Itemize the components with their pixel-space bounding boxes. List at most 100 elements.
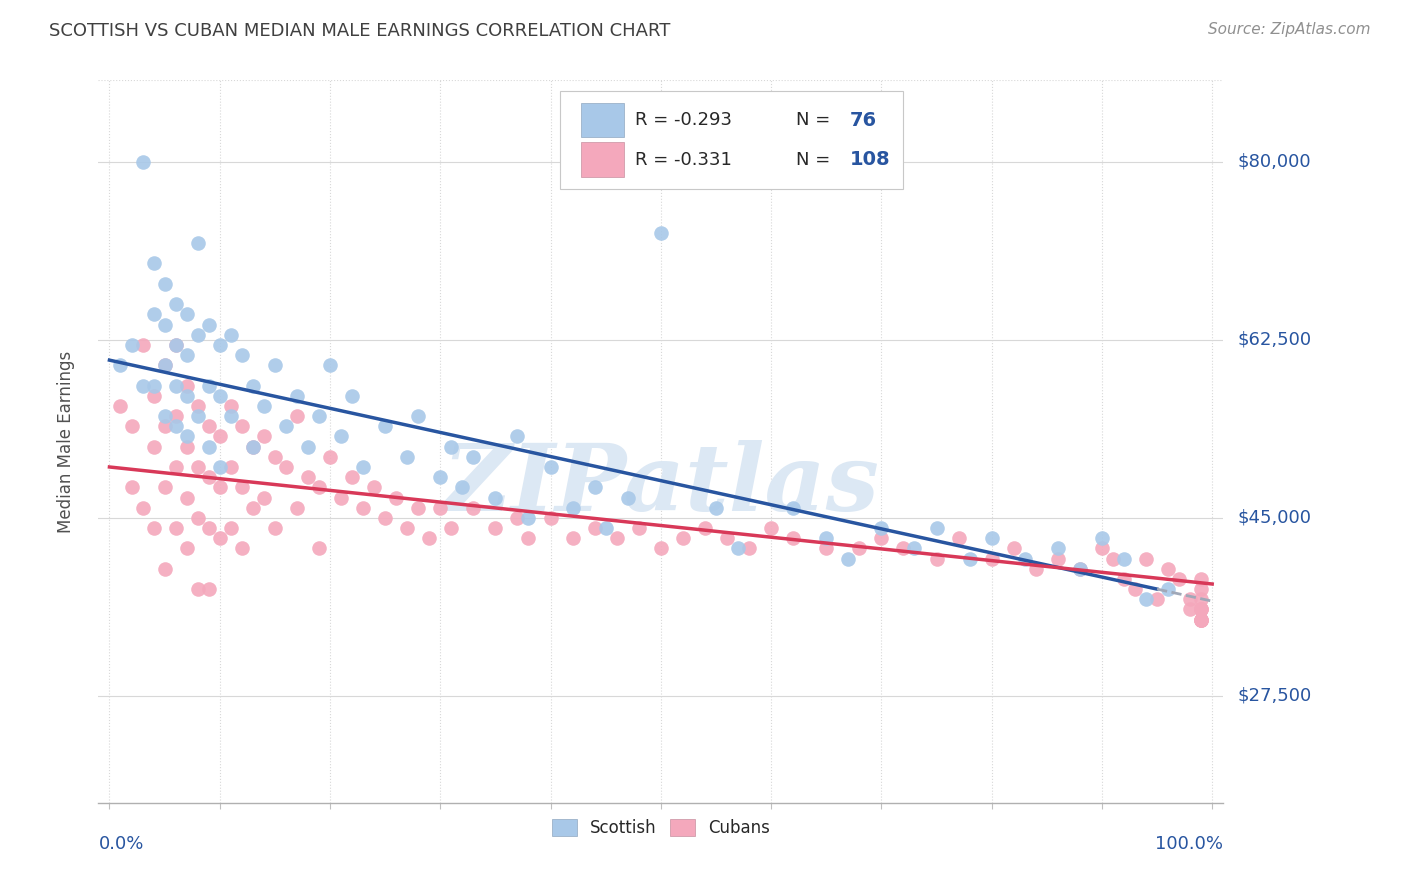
Point — [153, 562, 176, 576]
Point — [1178, 592, 1201, 607]
Point — [263, 450, 285, 464]
Point — [308, 409, 330, 423]
Point — [231, 419, 253, 434]
Point — [418, 531, 440, 545]
Point — [463, 450, 485, 464]
Point — [153, 358, 176, 372]
Text: 0.0%: 0.0% — [98, 835, 143, 854]
Point — [176, 491, 198, 505]
Point — [187, 409, 209, 423]
Point — [650, 226, 672, 240]
FancyBboxPatch shape — [581, 143, 624, 178]
Point — [176, 440, 198, 454]
Point — [165, 378, 187, 392]
Point — [484, 521, 506, 535]
Point — [759, 521, 782, 535]
Point — [1189, 602, 1212, 616]
Point — [197, 521, 219, 535]
Point — [561, 531, 583, 545]
Point — [131, 378, 153, 392]
Point — [429, 500, 451, 515]
Point — [208, 389, 231, 403]
Point — [980, 551, 1002, 566]
Point — [374, 511, 396, 525]
Point — [308, 480, 330, 494]
Point — [1135, 592, 1157, 607]
Point — [142, 307, 165, 321]
Point — [176, 389, 198, 403]
Point — [319, 358, 342, 372]
Text: $62,500: $62,500 — [1237, 331, 1312, 349]
Point — [893, 541, 915, 556]
Point — [517, 511, 540, 525]
Point — [1189, 602, 1212, 616]
Point — [176, 307, 198, 321]
Text: $45,000: $45,000 — [1237, 508, 1312, 527]
Point — [319, 450, 342, 464]
Point — [340, 389, 363, 403]
Point — [463, 500, 485, 515]
Point — [285, 409, 308, 423]
Point — [782, 531, 804, 545]
Point — [165, 521, 187, 535]
Point — [1157, 562, 1180, 576]
Point — [176, 378, 198, 392]
Point — [187, 399, 209, 413]
Point — [1189, 572, 1212, 586]
Point — [782, 500, 804, 515]
Point — [253, 491, 276, 505]
Point — [406, 409, 429, 423]
Point — [153, 318, 176, 332]
Point — [1189, 602, 1212, 616]
Text: 76: 76 — [849, 111, 877, 129]
Point — [1189, 613, 1212, 627]
Text: N =: N = — [796, 151, 835, 169]
FancyBboxPatch shape — [560, 91, 903, 189]
Point — [374, 419, 396, 434]
Point — [396, 521, 419, 535]
Point — [153, 277, 176, 291]
Point — [616, 491, 638, 505]
Text: R = -0.331: R = -0.331 — [636, 151, 733, 169]
Point — [165, 338, 187, 352]
Point — [1025, 562, 1047, 576]
Point — [1091, 541, 1114, 556]
Point — [1102, 551, 1125, 566]
Point — [451, 480, 474, 494]
Point — [606, 531, 628, 545]
Point — [396, 450, 419, 464]
Point — [406, 500, 429, 515]
Point — [121, 480, 143, 494]
Point — [219, 460, 242, 475]
Legend: Scottish, Cubans: Scottish, Cubans — [543, 810, 779, 845]
Point — [197, 582, 219, 596]
Point — [219, 521, 242, 535]
Point — [440, 440, 463, 454]
Point — [187, 460, 209, 475]
Text: SCOTTISH VS CUBAN MEDIAN MALE EARNINGS CORRELATION CHART: SCOTTISH VS CUBAN MEDIAN MALE EARNINGS C… — [49, 22, 671, 40]
Point — [330, 491, 353, 505]
Point — [187, 327, 209, 342]
Point — [363, 480, 385, 494]
Point — [1069, 562, 1091, 576]
Point — [1135, 551, 1157, 566]
Point — [352, 500, 374, 515]
Point — [285, 389, 308, 403]
Text: 108: 108 — [849, 150, 890, 169]
Point — [650, 541, 672, 556]
Point — [121, 338, 143, 352]
Point — [429, 470, 451, 484]
Point — [110, 358, 132, 372]
Point — [208, 460, 231, 475]
Point — [285, 500, 308, 515]
Point — [959, 551, 981, 566]
Point — [540, 460, 562, 475]
Point — [263, 358, 285, 372]
Text: $27,500: $27,500 — [1237, 687, 1312, 705]
Point — [153, 409, 176, 423]
Point — [1112, 551, 1135, 566]
Point — [727, 541, 749, 556]
Point — [187, 236, 209, 251]
Point — [219, 409, 242, 423]
Point — [176, 429, 198, 443]
